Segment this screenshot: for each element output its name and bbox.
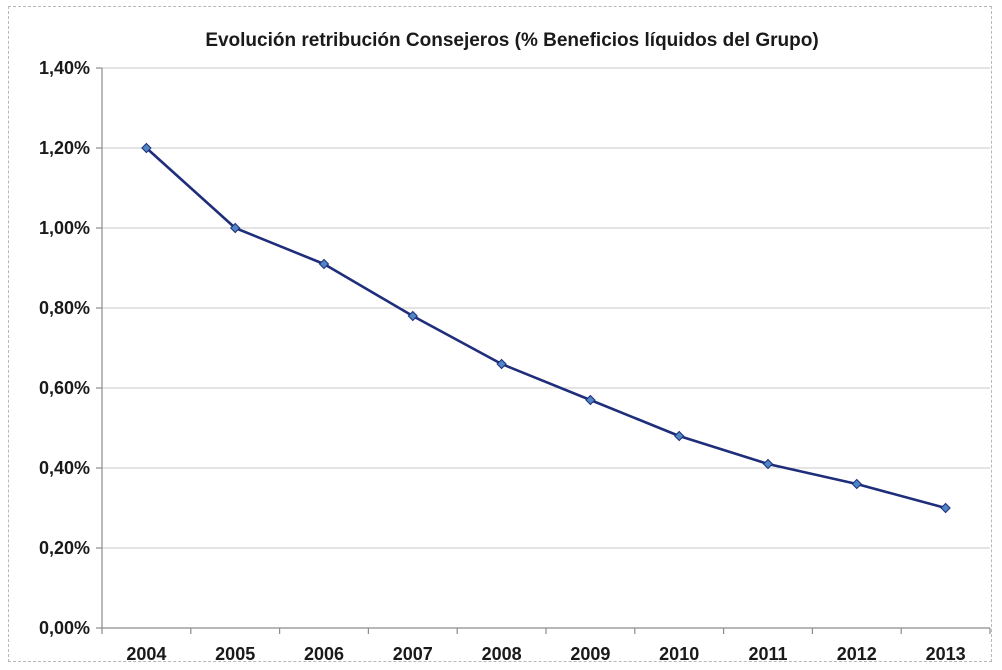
data-point-marker <box>318 258 330 270</box>
y-tick-label: 0,20% <box>39 538 90 558</box>
data-point-marker <box>407 310 419 322</box>
y-tick-label: 0,40% <box>39 458 90 478</box>
y-tick-label: 0,00% <box>39 618 90 638</box>
data-point-marker <box>496 358 507 370</box>
data-point-marker <box>851 478 863 490</box>
x-tick-label: 2011 <box>748 644 787 664</box>
x-tick-label: 2008 <box>482 644 522 664</box>
y-tick-label: 1,00% <box>39 218 90 238</box>
x-tick-label: 2010 <box>659 644 699 664</box>
x-tick-label: 2004 <box>126 644 166 664</box>
y-tick-label: 0,60% <box>39 378 90 398</box>
y-axis-tick-labels: 0,00% 0,20% 0,40% 0,60% 0,80% 1,00% 1,20% 1,40% <box>39 58 90 638</box>
y-tick-label: 1,20% <box>39 138 90 158</box>
axes <box>96 67 991 634</box>
data-point-marker <box>940 502 951 514</box>
x-tick-label: 2012 <box>837 644 877 664</box>
data-point-marker <box>229 222 241 234</box>
x-tick-label: 2009 <box>570 644 610 664</box>
y-tick-label: 0,80% <box>39 298 90 318</box>
x-tick-label: 2013 <box>926 644 966 664</box>
data-point-marker <box>585 394 596 406</box>
chart-title: Evolución retribución Consejeros (% Bene… <box>205 30 818 51</box>
x-tick-label: 2007 <box>393 644 433 664</box>
data-point-marker <box>762 458 774 470</box>
x-tick-label: 2006 <box>304 644 344 664</box>
data-point-marker <box>673 430 685 442</box>
series-line <box>145 147 946 510</box>
x-axis-tick-labels: 2004 2005 2006 2007 2008 2009 2010 2011 2012 2013 <box>126 644 965 664</box>
chart-frame <box>8 6 992 662</box>
x-tick-label: 2005 <box>215 644 255 664</box>
y-tick-label: 1,40% <box>39 58 90 78</box>
gridlines <box>102 67 990 549</box>
data-point-marker <box>141 142 152 154</box>
series <box>141 142 951 514</box>
